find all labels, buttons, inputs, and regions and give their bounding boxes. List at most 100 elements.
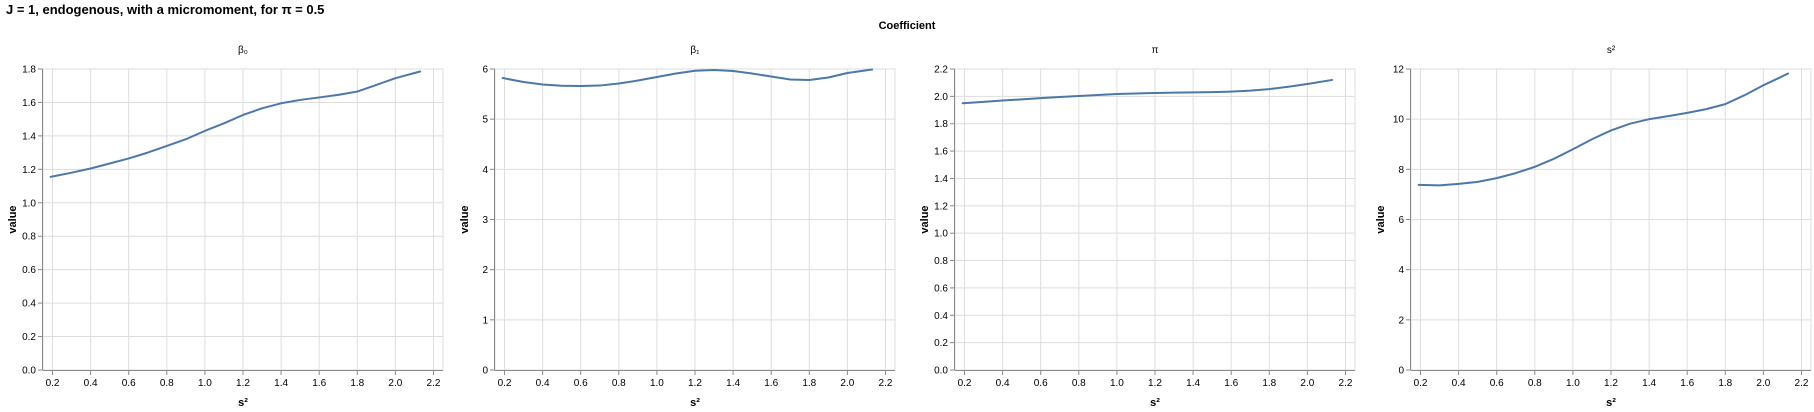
x-tick-label: 2.2 [1339,378,1353,389]
x-tick-label: 0.4 [996,378,1010,389]
y-tick-label: 1.6 [934,147,948,158]
x-tick-label: 0.4 [1452,378,1466,389]
page-title: J = 1, endogenous, with a micromoment, f… [6,2,325,17]
y-tick-label: 0.2 [934,338,948,349]
y-tick-label: 1 [482,315,488,326]
x-tick-label: 1.0 [1566,378,1580,389]
x-tick-label: 0.6 [1490,378,1504,389]
x-tick-label: 1.2 [688,378,702,389]
x-tick-label: 0.8 [1072,378,1086,389]
x-tick-label: 0.4 [84,378,98,389]
y-axis-title: value [1375,205,1387,233]
y-tick-label: 3 [482,215,488,226]
y-tick-label: 6 [1398,215,1404,226]
x-tick-label: 1.4 [274,378,288,389]
x-tick-label: 0.2 [46,378,60,389]
chart-panel-2: 0.2 0.4 0.6 0.8 1.0 1.2 1.4 1.6 1.8 2.0 2.2 0 1 2 3 4 5 6… [459,45,896,409]
y-tick-label: 2.2 [934,65,948,76]
x-tick-label: 0.6 [574,378,588,389]
x-tick-label: 2.2 [1795,378,1809,389]
y-tick-label: 4 [1398,265,1404,276]
y-tick-label: 0.0 [934,366,948,377]
x-axis-title: s² [1150,397,1160,409]
x-tick-label: 2.0 [388,378,402,389]
y-tick-label: 1.0 [934,229,948,240]
chart-panel-1: 0.2 0.4 0.6 0.8 1.0 1.2 1.4 1.6 1.8 2.0 2.2 0.0 0.2 0… [7,45,444,409]
y-tick-label: 0 [1398,366,1404,377]
x-tick-label: 1.8 [1262,378,1276,389]
chart-panel-3: 0.2 0.4 0.6 0.8 1.0 1.2 1.4 1.6 1.8 2.0 2.2 0.0 0.2 0… [919,45,1356,409]
x-axis-title: s² [1606,397,1616,409]
x-tick-label: 1.2 [236,378,250,389]
y-tick-label: 1.0 [22,198,36,209]
y-tick-label: 1.8 [934,119,948,130]
x-tick-label: 0.2 [1414,378,1428,389]
x-tick-label: 1.8 [802,378,816,389]
y-tick-label: 1.4 [934,174,948,185]
x-tick-label: 1.0 [650,378,664,389]
series-line [49,70,422,178]
panel-title: π [1152,45,1159,56]
panel-title: s² [1607,45,1616,56]
y-tick-label: 0 [482,366,488,377]
y-tick-label: 0.0 [22,366,36,377]
x-tick-label: 0.8 [160,378,174,389]
y-tick-label: 0.6 [22,265,36,276]
x-tick-label: 1.6 [1224,378,1238,389]
y-tick-label: 0.6 [934,283,948,294]
x-tick-label: 0.6 [1034,378,1048,389]
panel-title: β₁ [690,45,700,56]
series-line [961,78,1334,105]
y-tick-label: 6 [482,65,488,76]
y-axis-title: value [459,205,471,233]
x-tick-label: 1.6 [312,378,326,389]
series-line [501,68,874,88]
y-tick-label: 10 [1393,115,1405,126]
y-tick-label: 2 [482,265,488,276]
x-tick-label: 2.2 [879,378,893,389]
y-tick-label: 5 [482,115,488,126]
y-tick-label: 1.4 [22,131,36,142]
series-line [1417,72,1790,187]
x-tick-label: 0.4 [536,378,550,389]
x-axis-title: s² [690,397,700,409]
x-tick-label: 2.2 [427,378,441,389]
x-tick-label: 0.2 [958,378,972,389]
y-tick-label: 0.4 [22,299,36,310]
y-tick-label: 12 [1393,65,1405,76]
x-tick-label: 2.0 [1756,378,1770,389]
x-tick-label: 2.0 [840,378,854,389]
x-tick-label: 1.2 [1604,378,1618,389]
x-axis-title: s² [238,397,248,409]
x-tick-label: 1.4 [1642,378,1656,389]
y-tick-label: 1.6 [22,98,36,109]
x-tick-label: 0.6 [122,378,136,389]
facet-header: Coefficient [878,20,936,32]
y-tick-label: 1.2 [22,165,36,176]
y-tick-label: 0.8 [934,256,948,267]
y-tick-label: 1.8 [22,65,36,76]
x-tick-label: 1.0 [1110,378,1124,389]
y-tick-label: 8 [1398,165,1404,176]
y-tick-label: 4 [482,165,488,176]
x-tick-label: 1.8 [350,378,364,389]
x-tick-label: 0.8 [1528,378,1542,389]
y-tick-label: 1.2 [934,201,948,212]
x-tick-label: 1.6 [764,378,778,389]
y-tick-label: 0.4 [934,311,948,322]
x-tick-label: 1.4 [1186,378,1200,389]
chart-panel-4: 0.2 0.4 0.6 0.8 1.0 1.2 1.4 1.6 1.8 2.0 2.2 0 2 4 6 8 10… [1375,45,1812,409]
y-tick-label: 2.0 [934,92,948,103]
x-tick-label: 0.8 [612,378,626,389]
x-tick-label: 1.8 [1718,378,1732,389]
x-tick-label: 1.6 [1680,378,1694,389]
y-axis-title: value [7,205,19,233]
panel-title: β₀ [238,45,248,56]
x-tick-label: 0.2 [498,378,512,389]
x-tick-label: 2.0 [1300,378,1314,389]
x-tick-label: 1.2 [1148,378,1162,389]
x-tick-label: 1.4 [726,378,740,389]
y-tick-label: 2 [1398,315,1404,326]
y-tick-label: 0.2 [22,332,36,343]
